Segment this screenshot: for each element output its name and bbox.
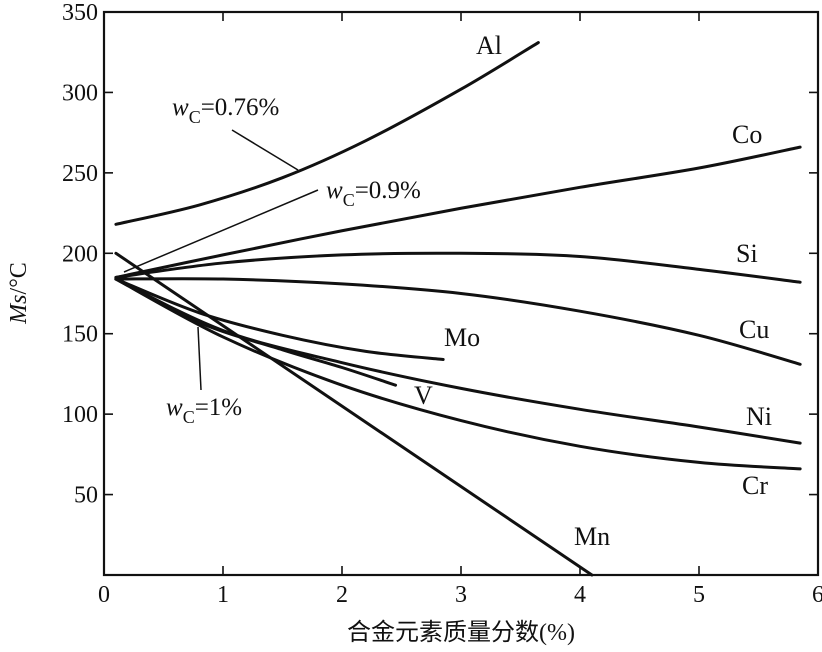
annotation-leader-1 bbox=[231, 129, 299, 171]
series-line-v bbox=[114, 277, 398, 387]
x-tick-label-0: 0 bbox=[98, 582, 110, 608]
series-line-ni bbox=[114, 277, 802, 445]
annotation-3-value: =1% bbox=[195, 394, 242, 421]
annotation-3-subscript: C bbox=[183, 407, 195, 427]
annotation-leader-3 bbox=[197, 326, 202, 391]
series-line-mo bbox=[114, 277, 445, 361]
y-tick-label-250: 250 bbox=[62, 161, 98, 187]
x-tick-label-6: 6 bbox=[812, 582, 822, 608]
series-line-cr bbox=[114, 277, 802, 471]
annotation-2: wC=0.9% bbox=[326, 177, 421, 210]
y-tick-label-350: 350 bbox=[62, 0, 98, 26]
series-line-si bbox=[114, 251, 802, 284]
annotation-2-w: w bbox=[326, 177, 343, 204]
annotation-1: wC=0.76% bbox=[172, 94, 279, 127]
y-tick-label-50: 50 bbox=[74, 483, 98, 509]
annotation-3-w: w bbox=[166, 394, 183, 421]
annotation-3: wC=1% bbox=[166, 394, 242, 427]
y-axis-title-unit: /°C bbox=[6, 262, 32, 294]
annotation-1-w: w bbox=[172, 94, 189, 121]
y-tick-label-200: 200 bbox=[62, 241, 98, 267]
series-label-cu: Cu bbox=[739, 315, 769, 344]
x-tick-label-4: 4 bbox=[574, 582, 586, 608]
series-line-cu bbox=[114, 277, 802, 366]
y-tick-label-150: 150 bbox=[62, 322, 98, 348]
annotation-1-subscript: C bbox=[189, 107, 201, 127]
annotation-2-value: =0.9% bbox=[355, 177, 421, 204]
series-line-co bbox=[114, 145, 802, 279]
x-tick-label-5: 5 bbox=[693, 582, 705, 608]
y-tick-label-100: 100 bbox=[62, 402, 98, 428]
series-label-si: Si bbox=[736, 239, 758, 268]
series-label-v: V bbox=[414, 381, 433, 410]
annotations-layer: wC=0.76%wC=0.9%wC=1% bbox=[123, 94, 421, 427]
annotation-1-value: =0.76% bbox=[201, 94, 280, 121]
series-line-al bbox=[114, 41, 540, 226]
x-tick-label-3: 3 bbox=[455, 582, 467, 608]
curves-layer bbox=[114, 41, 802, 577]
series-label-co: Co bbox=[732, 120, 762, 149]
y-axis-title: Ms/°C bbox=[6, 262, 32, 325]
x-tick-label-1: 1 bbox=[217, 582, 229, 608]
series-line-mn bbox=[114, 251, 594, 577]
ticks-layer: 0 1 2 3 4 5 6 50 100 150 200 250 300 350 bbox=[62, 0, 822, 608]
x-axis-title: 合金元素质量分数(%) bbox=[347, 619, 575, 646]
series-label-mo: Mo bbox=[444, 323, 480, 352]
series-label-cr: Cr bbox=[742, 471, 768, 500]
x-tick-label-2: 2 bbox=[336, 582, 348, 608]
annotation-leader-2 bbox=[123, 189, 319, 273]
labels-layer: Al Co Si Cu Mo V Ni Cr Mn bbox=[414, 31, 772, 551]
y-axis-title-italic: Ms bbox=[6, 294, 32, 324]
series-label-al: Al bbox=[476, 31, 502, 60]
annotation-2-subscript: C bbox=[343, 190, 355, 210]
y-tick-label-300: 300 bbox=[62, 80, 98, 106]
plot-frame bbox=[102, 10, 820, 577]
series-label-ni: Ni bbox=[746, 402, 772, 431]
series-label-mn: Mn bbox=[574, 522, 610, 551]
